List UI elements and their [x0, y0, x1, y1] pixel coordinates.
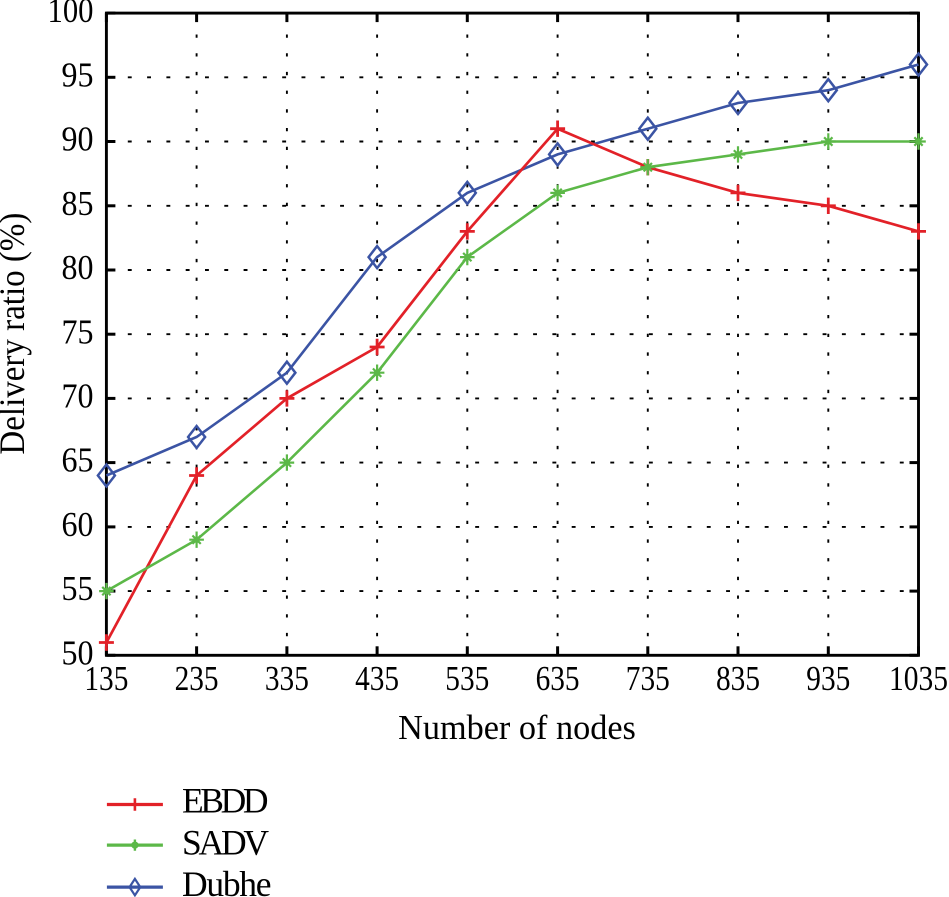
- svg-text:95: 95: [62, 55, 94, 94]
- svg-text:535: 535: [445, 659, 489, 698]
- svg-text:135: 135: [84, 659, 128, 698]
- svg-text:80: 80: [62, 248, 94, 287]
- svg-text:835: 835: [716, 659, 760, 698]
- svg-text:85: 85: [62, 184, 94, 223]
- svg-text:235: 235: [175, 659, 219, 698]
- svg-text:435: 435: [355, 659, 399, 698]
- svg-text:SADV: SADV: [182, 823, 269, 863]
- svg-text:735: 735: [626, 659, 670, 698]
- svg-text:1035: 1035: [889, 659, 948, 698]
- svg-text:50: 50: [62, 633, 94, 672]
- svg-text:935: 935: [806, 659, 850, 698]
- svg-text:Delivery ratio (%): Delivery ratio (%): [0, 213, 32, 455]
- svg-text:65: 65: [62, 441, 94, 480]
- svg-text:75: 75: [62, 312, 94, 351]
- svg-text:90: 90: [62, 120, 94, 159]
- svg-text:Number of nodes: Number of nodes: [398, 708, 636, 747]
- svg-text:Dubhe: Dubhe: [182, 864, 272, 897]
- svg-text:EBDD: EBDD: [182, 780, 269, 820]
- svg-text:635: 635: [536, 659, 580, 698]
- svg-text:55: 55: [62, 569, 94, 608]
- svg-text:100: 100: [48, 0, 94, 30]
- svg-text:335: 335: [265, 659, 309, 698]
- svg-text:60: 60: [62, 505, 94, 544]
- svg-text:70: 70: [62, 377, 94, 416]
